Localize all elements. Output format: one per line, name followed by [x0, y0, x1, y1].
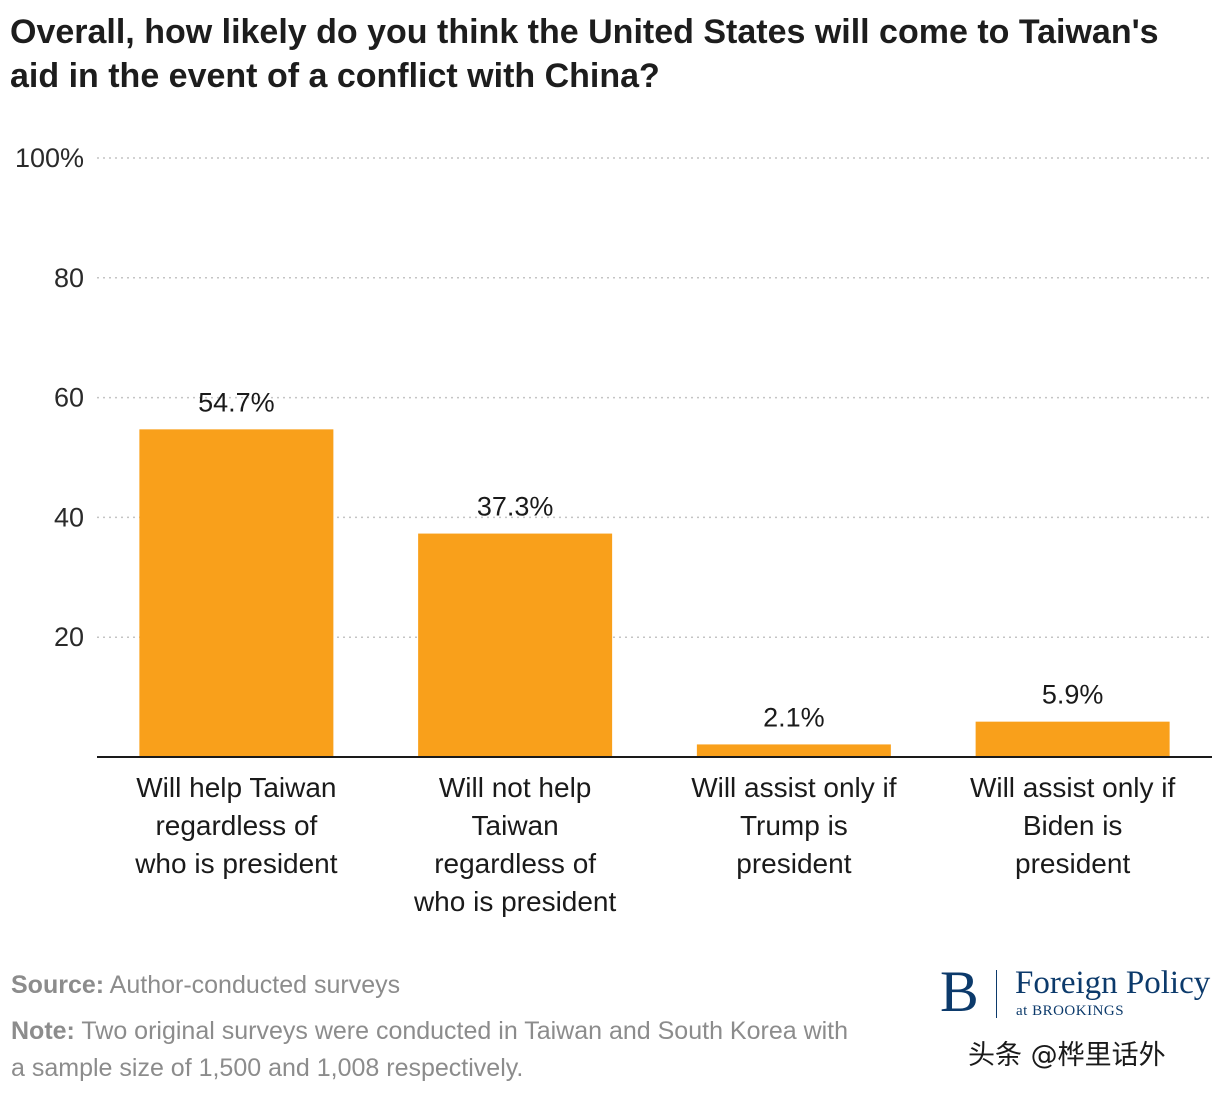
x-tick-label-line: Will assist only if [691, 772, 897, 803]
source-line: Source: Author-conducted surveys [11, 967, 400, 1004]
watermark: 头条 @桦里话外 [968, 1040, 1166, 1071]
x-tick-label-line: regardless of [155, 810, 317, 841]
x-tick-label-line: Will assist only if [970, 772, 1176, 803]
data-label: 2.1% [763, 702, 825, 732]
y-tick-label: 20 [54, 622, 84, 652]
note-label: Note: [11, 1017, 75, 1045]
logo-sub: at BROOKINGS [1016, 1003, 1125, 1019]
data-label: 37.3% [477, 492, 554, 522]
source-label: Source: [11, 971, 105, 999]
x-tick-label-line: Will help Taiwan [136, 772, 336, 803]
x-tick-label-line: president [1015, 848, 1130, 879]
x-tick-label-line: Will not help [439, 772, 592, 803]
logo-divider [996, 970, 997, 1018]
logo-mark: B [940, 959, 979, 1024]
bar-chart: 20 40 60 80 100% 54.7% Will help Taiwan regardl… [15, 143, 1212, 917]
x-tick-label: Will not help Taiwan regardless of who is p… [413, 772, 617, 917]
data-label: 5.9% [1042, 680, 1104, 710]
note-line: Note: Two original surveys were conducte… [11, 1013, 851, 1087]
bar [696, 744, 891, 757]
logo-name: Foreign Policy [1015, 965, 1211, 1001]
x-tick-label-line: Taiwan [472, 810, 559, 841]
bar [975, 721, 1170, 757]
note-text: Two original surveys were conducted in T… [11, 1017, 849, 1082]
x-tick-label-line: who is president [413, 886, 617, 917]
x-tick-label: Will assist only if Trump is president [691, 772, 897, 879]
x-tick-label: Will assist only if Biden is president [970, 772, 1176, 879]
x-tick-label-line: who is president [134, 848, 338, 879]
bar [418, 533, 613, 757]
y-tick-label: 100% [15, 143, 84, 173]
chart-title: Overall, how likely do you think the Uni… [10, 13, 1159, 95]
source-text: Author-conducted surveys [109, 971, 401, 999]
data-label: 54.7% [198, 387, 275, 417]
x-tick-label-line: president [736, 848, 851, 879]
x-tick-label-line: regardless of [434, 848, 596, 879]
y-tick-label: 80 [54, 263, 84, 293]
brookings-logo: B Foreign Policy at BROOKINGS [940, 962, 1215, 1026]
y-tick-label: 60 [54, 383, 84, 413]
x-tick-label-line: Trump is [740, 810, 848, 841]
bar [139, 429, 334, 757]
y-tick-label: 40 [54, 502, 84, 532]
x-tick-label: Will help Taiwan regardless of who is pres… [134, 772, 338, 879]
x-tick-label-line: Biden is [1023, 810, 1123, 841]
